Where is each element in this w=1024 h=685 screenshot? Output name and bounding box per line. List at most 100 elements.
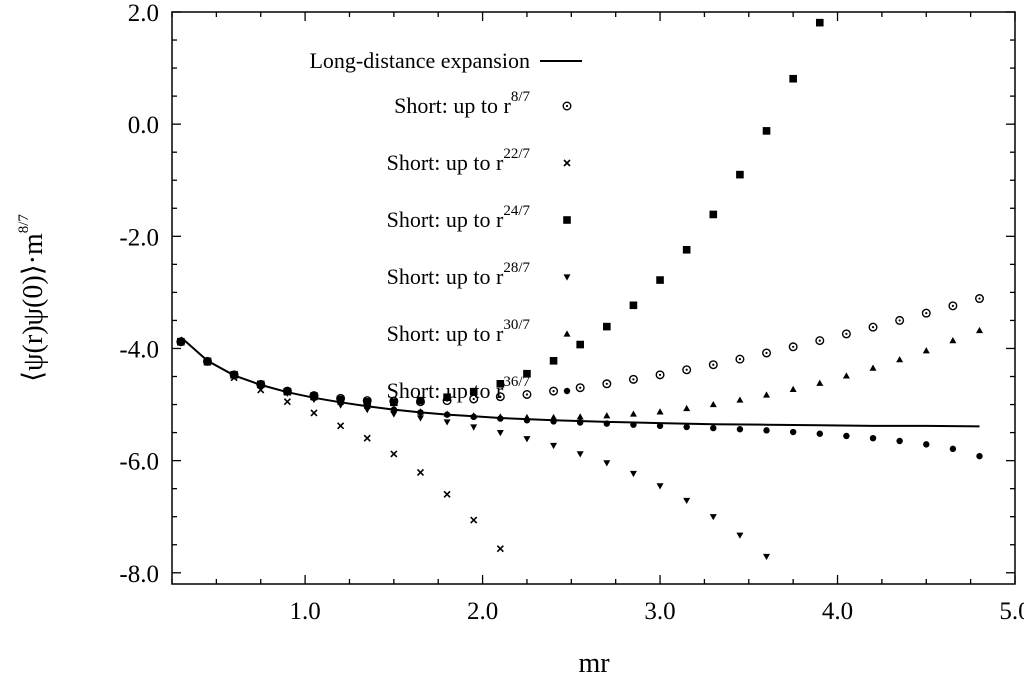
x-axis-title: mr	[578, 648, 610, 679]
data-point	[869, 434, 877, 442]
data-point	[603, 460, 611, 467]
data-point	[364, 403, 371, 410]
data-point	[656, 276, 664, 284]
data-point	[602, 379, 612, 389]
data-point	[283, 398, 291, 406]
data-point	[629, 301, 638, 310]
legend-label: Short: up to r30/7	[387, 317, 531, 346]
data-point	[949, 337, 957, 344]
data-point	[656, 483, 664, 490]
data-point	[204, 358, 211, 365]
legend-label: Short: up to r36/7	[387, 374, 531, 403]
data-point	[628, 374, 638, 384]
x-tick-label: 1.0	[289, 598, 320, 625]
data-point	[709, 514, 717, 521]
data-point	[284, 389, 291, 396]
data-point	[976, 326, 984, 334]
data-point	[363, 434, 371, 442]
data-point	[709, 210, 718, 219]
data-point	[257, 381, 264, 389]
legend-swatch	[563, 387, 571, 395]
x-tick-label: 4.0	[822, 598, 853, 625]
data-point	[841, 329, 851, 339]
y-tick-label: 2.0	[128, 0, 159, 27]
data-point	[550, 418, 557, 425]
data-point	[443, 411, 451, 418]
data-point	[550, 442, 558, 450]
data-point	[683, 404, 691, 412]
data-point	[416, 415, 424, 422]
data-point	[549, 386, 559, 396]
series-5	[177, 339, 771, 561]
data-point	[549, 357, 558, 365]
data-point	[310, 394, 318, 402]
data-point	[896, 356, 904, 363]
data-point	[470, 516, 478, 524]
series-2	[176, 294, 985, 407]
data-point	[736, 426, 744, 433]
legend-swatch	[563, 159, 571, 167]
series-7	[177, 338, 983, 460]
data-point	[708, 360, 718, 370]
data-point	[736, 396, 744, 403]
x-tick-labels: 1.0 2.0 3.0 4.0 5.0	[289, 598, 1024, 625]
data-point	[443, 419, 451, 426]
data-point	[949, 445, 957, 453]
x-tick-label: 3.0	[644, 598, 675, 625]
data-point	[868, 322, 878, 332]
y-tick-label: -4.0	[119, 336, 159, 363]
data-point	[896, 437, 903, 445]
legend-label: Short: up to r22/7	[387, 146, 531, 175]
data-point	[443, 490, 451, 498]
data-point	[337, 399, 344, 406]
data-point	[869, 364, 877, 371]
data-point	[470, 424, 478, 431]
data-point	[629, 470, 637, 478]
data-point	[762, 348, 772, 358]
data-point	[576, 413, 584, 420]
data-point	[496, 429, 504, 437]
data-point	[603, 420, 611, 427]
data-point	[390, 406, 398, 413]
data-point	[763, 391, 771, 398]
data-point	[630, 421, 637, 428]
data-point	[763, 553, 771, 561]
data-point	[390, 411, 398, 418]
legend: Long-distance expansion Short: up to r8/7…	[309, 48, 582, 403]
data-point	[310, 409, 318, 417]
data-point	[788, 342, 798, 352]
data-point	[976, 452, 983, 460]
data-point	[603, 322, 611, 331]
data-point	[523, 436, 531, 443]
data-point	[735, 354, 745, 364]
y-tick-labels: 2.0 0.0 -2.0 -4.0 -6.0 -8.0	[119, 0, 159, 588]
legend-swatch	[563, 330, 571, 337]
data-point	[763, 427, 770, 434]
data-point	[815, 336, 825, 346]
data-point	[656, 422, 664, 430]
data-point	[683, 423, 690, 431]
data-point	[443, 393, 451, 402]
data-point	[523, 369, 531, 378]
data-point	[470, 413, 477, 421]
y-axis-title: ⟨ψ(r)ψ(0)⟩·m8/7	[16, 214, 49, 382]
data-point	[363, 397, 372, 406]
y-tick-label: -6.0	[119, 449, 159, 476]
data-point	[469, 387, 478, 396]
x-tick-label: 2.0	[467, 598, 498, 625]
data-point	[416, 468, 425, 476]
axis-ticks	[171, 11, 1016, 584]
legend-label: Short: up to r8/7	[394, 89, 530, 118]
data-point	[709, 400, 717, 408]
data-point	[550, 413, 558, 421]
data-point	[789, 385, 797, 393]
legend-label: Long-distance expansion	[309, 48, 530, 73]
data-point	[575, 383, 585, 393]
data-point	[923, 441, 930, 448]
legend-label: Short: up to r28/7	[387, 260, 531, 289]
y-tick-label: -2.0	[119, 224, 159, 251]
data-point	[736, 532, 744, 539]
series-line	[180, 336, 980, 428]
data-point	[496, 545, 504, 553]
